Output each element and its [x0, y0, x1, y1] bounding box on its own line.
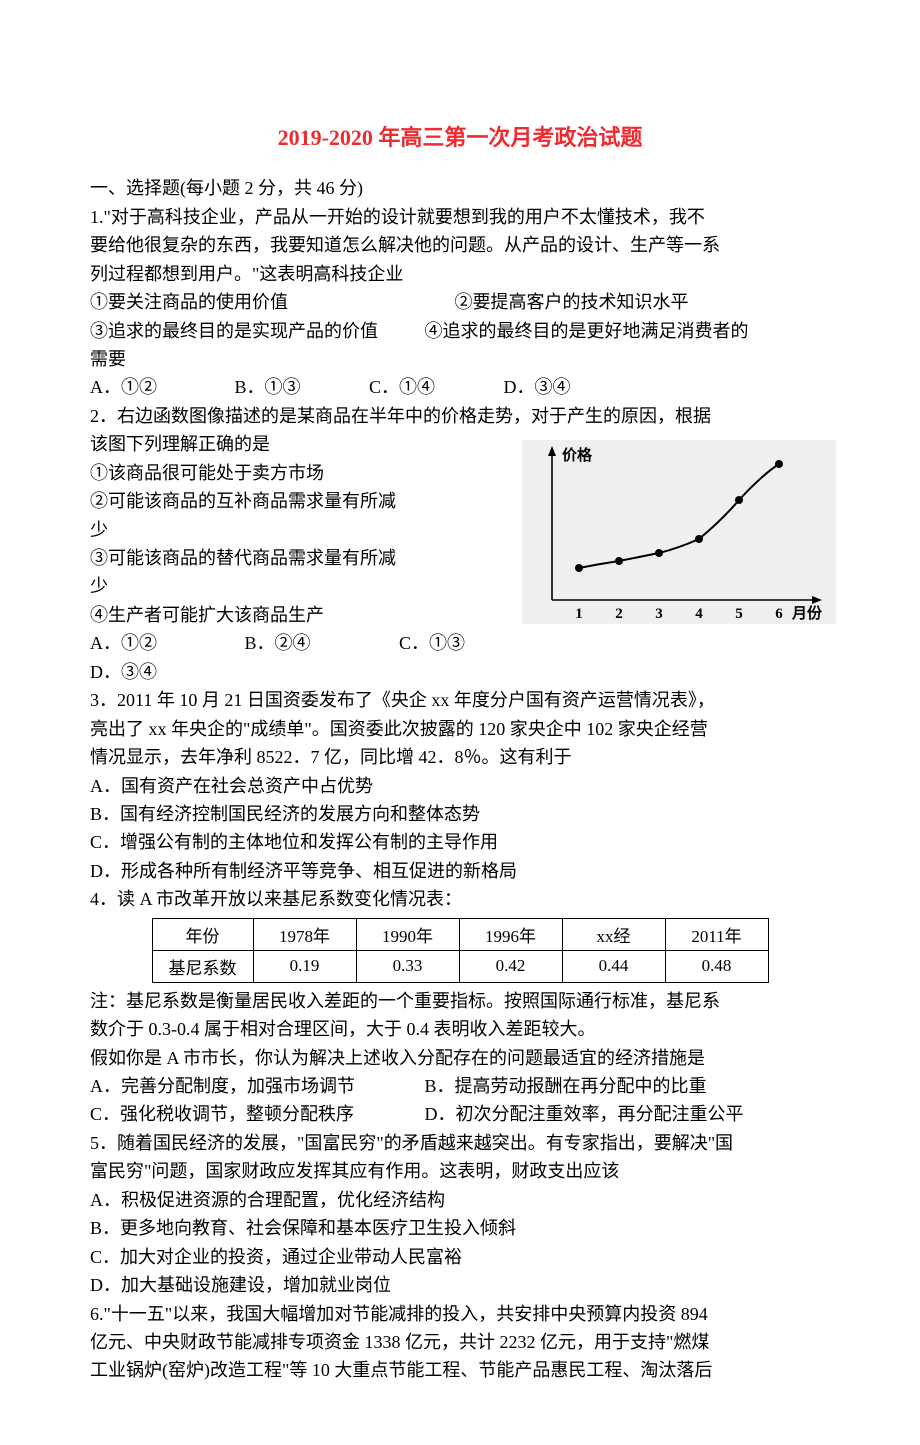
q4-ask: 假如你是 A 市市长，你认为解决上述收入分配存在的问题最适宜的经济措施是	[90, 1044, 830, 1072]
q5-stem-line: 5．随着国民经济的发展，"国富民穷"的矛盾越来越突出。有专家指出，要解决"国	[90, 1129, 830, 1157]
q5-option-d: D．加大基础设施建设，增加就业岗位	[90, 1271, 830, 1299]
q6-stem-line: 6."十一五"以来，我国大幅增加对节能减排的投入，共安排中央预算内投资 894	[90, 1300, 830, 1328]
table-cell: 0.19	[253, 950, 356, 982]
q1-stem-line: 1."对于高科技企业，产品从一开始的设计就要想到我的用户不太懂技术，我不	[90, 203, 830, 231]
gini-table: 年份 1978年 1990年 1996年 xx经 2011年 基尼系数 0.19…	[152, 918, 769, 983]
q4-note-line: 数介于 0.3-0.4 属于相对合理区间，大于 0.4 表明收入差距较大。	[90, 1015, 830, 1043]
q1-option-c: C．①④	[369, 373, 499, 401]
exam-page: 2019-2020 年高三第一次月考政治试题 一、选择题(每小题 2 分，共 4…	[0, 0, 920, 1445]
q3-option-b: B．国有经济控制国民经济的发展方向和整体态势	[90, 800, 830, 828]
q2-option-b: B．②④	[245, 629, 395, 657]
q1-sub4: ④追求的最终目的是更好地满足消费者的	[425, 321, 749, 341]
q1-sub2: ②要提高客户的技术知识水平	[455, 292, 689, 312]
table-cell: 1990年	[356, 918, 459, 950]
q6-stem-line: 工业锅炉(窑炉)改造工程"等 10 大重点节能工程、节能产品惠民工程、淘汰落后	[90, 1356, 830, 1384]
q5-option-c: C．加大对企业的投资，通过企业带动人民富裕	[90, 1243, 830, 1271]
q2-left-column: ①该商品很可能处于卖方市场 ②可能该商品的互补商品需求量有所减 少 ③可能该商品…	[90, 459, 520, 658]
q6-stem-line: 亿元、中央财政节能减排专项资金 1338 亿元，共计 2232 亿元，用于支持"…	[90, 1328, 830, 1356]
q2-sub2b: 少	[90, 516, 520, 544]
x-tick: 3	[655, 606, 663, 622]
table-cell: 0.33	[356, 950, 459, 982]
q5-option-a: A．积极促进资源的合理配置，优化经济结构	[90, 1186, 830, 1214]
x-tick: 1	[575, 606, 583, 622]
q2-block: 2．右边函数图像描述的是某商品在半年中的价格走势，对于产生的原因，根据 该图下列…	[90, 402, 830, 686]
q2-sub2a: ②可能该商品的互补商品需求量有所减	[90, 487, 520, 515]
table-row: 年份 1978年 1990年 1996年 xx经 2011年	[152, 918, 768, 950]
q4-option-d: D．初次分配注重效率，再分配注重公平	[425, 1104, 744, 1124]
q2-stem-line: 2．右边函数图像描述的是某商品在半年中的价格走势，对于产生的原因，根据	[90, 402, 830, 430]
data-point	[695, 535, 703, 543]
table-cell: 0.42	[459, 950, 562, 982]
q1-stem-line: 列过程都想到用户。"这表明高科技企业	[90, 260, 830, 288]
q1-options: A．①② B．①③ C．①④ D．③④	[90, 373, 830, 401]
q2-options-row1: A．①② B．②④ C．①③	[90, 629, 520, 657]
q1-option-d: D．③④	[504, 373, 571, 401]
q5-option-b: B．更多地向教育、社会保障和基本医疗卫生投入倾斜	[90, 1214, 830, 1242]
q3-option-d: D．形成各种所有制经济平等竞争、相互促进的新格局	[90, 857, 830, 885]
q1-sub4b: 需要	[90, 345, 830, 373]
data-point	[575, 564, 583, 572]
q1-option-a: A．①②	[90, 373, 230, 401]
q2-sub3b: 少	[90, 572, 520, 600]
q1-sub1: ①要关注商品的使用价值	[90, 288, 450, 316]
q4-options-row1: A．完善分配制度，加强市场调节 B．提高劳动报酬在再分配中的比重	[90, 1072, 830, 1100]
x-tick: 2	[615, 606, 623, 622]
table-cell: xx经	[562, 918, 665, 950]
page-title: 2019-2020 年高三第一次月考政治试题	[90, 120, 830, 152]
q3-option-a: A．国有资产在社会总资产中占优势	[90, 772, 830, 800]
gini-table-wrap: 年份 1978年 1990年 1996年 xx经 2011年 基尼系数 0.19…	[90, 918, 830, 983]
price-trend-chart: 价格 月份 1 2 3 4 5 6	[522, 440, 836, 624]
q1-sub3: ③追求的最终目的是实现产品的价值	[90, 317, 420, 345]
table-cell: 年份	[152, 918, 253, 950]
q3-stem-line: 亮出了 xx 年央企的"成绩单"。国资委此次披露的 120 家央企中 102 家…	[90, 715, 830, 743]
q2-sub1: ①该商品很可能处于卖方市场	[90, 459, 520, 487]
x-tick: 6	[775, 606, 783, 622]
data-point	[775, 460, 783, 468]
q2-option-d: D．③④	[90, 658, 830, 686]
x-axis-label: 月份	[791, 604, 823, 622]
table-cell: 0.48	[665, 950, 768, 982]
q2-option-c: C．①③	[399, 629, 465, 657]
q2-option-a: A．①②	[90, 629, 240, 657]
table-row: 基尼系数 0.19 0.33 0.42 0.44 0.48	[152, 950, 768, 982]
section-heading: 一、选择题(每小题 2 分，共 46 分)	[90, 174, 830, 203]
q4-stem: 4．读 A 市改革开放以来基尼系数变化情况表：	[90, 885, 830, 913]
table-cell: 2011年	[665, 918, 768, 950]
q1-stem-line: 要给他很复杂的东西，我要知道怎么解决他的问题。从产品的设计、生产等一系	[90, 231, 830, 259]
q4-note-line: 注：基尼系数是衡量居民收入差距的一个重要指标。按照国际通行标准，基尼系	[90, 987, 830, 1015]
table-cell: 0.44	[562, 950, 665, 982]
q3-stem-line: 3．2011 年 10 月 21 日国资委发布了《央企 xx 年度分户国有资产运…	[90, 686, 830, 714]
q1-subs-row: ③追求的最终目的是实现产品的价值 ④追求的最终目的是更好地满足消费者的	[90, 317, 830, 345]
data-point	[655, 549, 663, 557]
q1-subs-row: ①要关注商品的使用价值 ②要提高客户的技术知识水平	[90, 288, 830, 316]
x-tick: 4	[695, 606, 703, 622]
data-point	[615, 557, 623, 565]
table-cell: 基尼系数	[152, 950, 253, 982]
q2-sub4: ④生产者可能扩大该商品生产	[90, 601, 520, 629]
q3-stem-line: 情况显示，去年净利 8522．7 亿，同比增 42．8％。这有利于	[90, 743, 830, 771]
y-axis-label: 价格	[562, 446, 593, 464]
table-cell: 1996年	[459, 918, 562, 950]
q3-option-c: C．增强公有制的主体地位和发挥公有制的主导作用	[90, 828, 830, 856]
q4-option-c: C．强化税收调节，整顿分配秩序	[90, 1100, 420, 1128]
q4-options-row2: C．强化税收调节，整顿分配秩序 D．初次分配注重效率，再分配注重公平	[90, 1100, 830, 1128]
q4-option-b: B．提高劳动报酬在再分配中的比重	[425, 1076, 707, 1096]
table-cell: 1978年	[253, 918, 356, 950]
q5-stem-line: 富民穷"问题，国家财政应发挥其应有作用。这表明，财政支出应该	[90, 1157, 830, 1185]
q4-option-a: A．完善分配制度，加强市场调节	[90, 1072, 420, 1100]
x-tick: 5	[735, 606, 743, 622]
q1-option-b: B．①③	[235, 373, 365, 401]
chart-bg	[522, 440, 836, 624]
q2-sub3a: ③可能该商品的替代商品需求量有所减	[90, 544, 520, 572]
data-point	[735, 496, 743, 504]
